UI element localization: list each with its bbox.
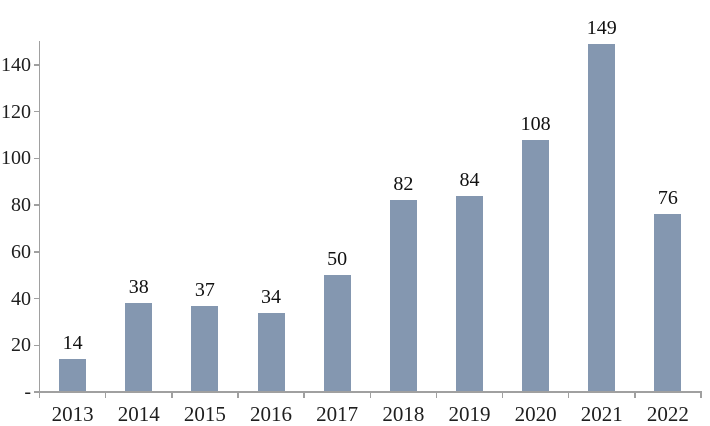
- x-axis-tick: [700, 392, 702, 398]
- y-tick-label: 120: [1, 100, 31, 123]
- y-axis-tick: [33, 344, 40, 346]
- bar: [588, 43, 616, 391]
- bar: [257, 312, 285, 391]
- y-axis-tick: [33, 110, 40, 113]
- bar-value-label: 14: [62, 332, 83, 355]
- y-axis-tick: [33, 64, 40, 66]
- bar-value-label: 149: [586, 16, 617, 39]
- bar-value-label: 37: [194, 278, 215, 301]
- x-tick-label: 2014: [117, 402, 160, 426]
- bar: [59, 359, 87, 391]
- y-axis-tick: [33, 251, 40, 253]
- bar-value-label: 34: [261, 285, 282, 308]
- y-tick-label: 140: [1, 53, 31, 76]
- y-axis-tick: [33, 391, 40, 393]
- x-tick-label: 2016: [250, 402, 293, 426]
- x-axis-tick: [104, 392, 107, 398]
- bar-value-label: 84: [459, 168, 480, 191]
- x-axis-tick: [237, 392, 239, 398]
- x-axis-tick: [501, 392, 504, 398]
- y-axis-line: [38, 41, 41, 398]
- y-axis-tick: [33, 204, 40, 206]
- x-axis-tick: [567, 392, 570, 398]
- bar-value-label: 38: [128, 276, 149, 299]
- x-axis-tick: [303, 392, 305, 398]
- bar: [455, 195, 483, 391]
- bar: [125, 303, 153, 391]
- bar-value-label: 50: [327, 248, 348, 271]
- x-tick-label: 2020: [514, 402, 557, 426]
- y-tick-label: 60: [11, 240, 31, 263]
- x-tick-label: 2018: [382, 402, 425, 426]
- x-axis-tick: [171, 392, 173, 398]
- bar: [191, 305, 219, 391]
- bar-value-label: 82: [393, 173, 414, 196]
- x-axis-tick: [634, 392, 636, 398]
- x-tick-label: 2022: [646, 402, 689, 426]
- y-tick-label: 100: [1, 147, 31, 170]
- y-tick-label: 40: [11, 287, 31, 310]
- x-tick-label: 2021: [580, 402, 623, 426]
- bar: [323, 275, 351, 391]
- bar: [654, 214, 682, 391]
- bar: [522, 139, 550, 391]
- y-axis-tick: [33, 157, 40, 160]
- y-tick-label: -: [24, 381, 31, 403]
- x-axis-tick: [435, 392, 438, 398]
- x-tick-label: 2017: [316, 402, 359, 426]
- y-tick-label: 80: [11, 194, 31, 217]
- x-tick-label: 2015: [183, 402, 226, 426]
- x-tick-label: 2019: [448, 402, 491, 426]
- bar: [389, 200, 417, 391]
- bar-value-label: 76: [657, 187, 678, 210]
- y-axis-tick: [33, 297, 40, 300]
- x-tick-label: 2013: [51, 402, 94, 426]
- y-tick-label: 20: [11, 334, 31, 357]
- bar-value-label: 108: [520, 112, 551, 135]
- x-axis-tick: [38, 392, 41, 398]
- x-axis-tick: [369, 392, 371, 398]
